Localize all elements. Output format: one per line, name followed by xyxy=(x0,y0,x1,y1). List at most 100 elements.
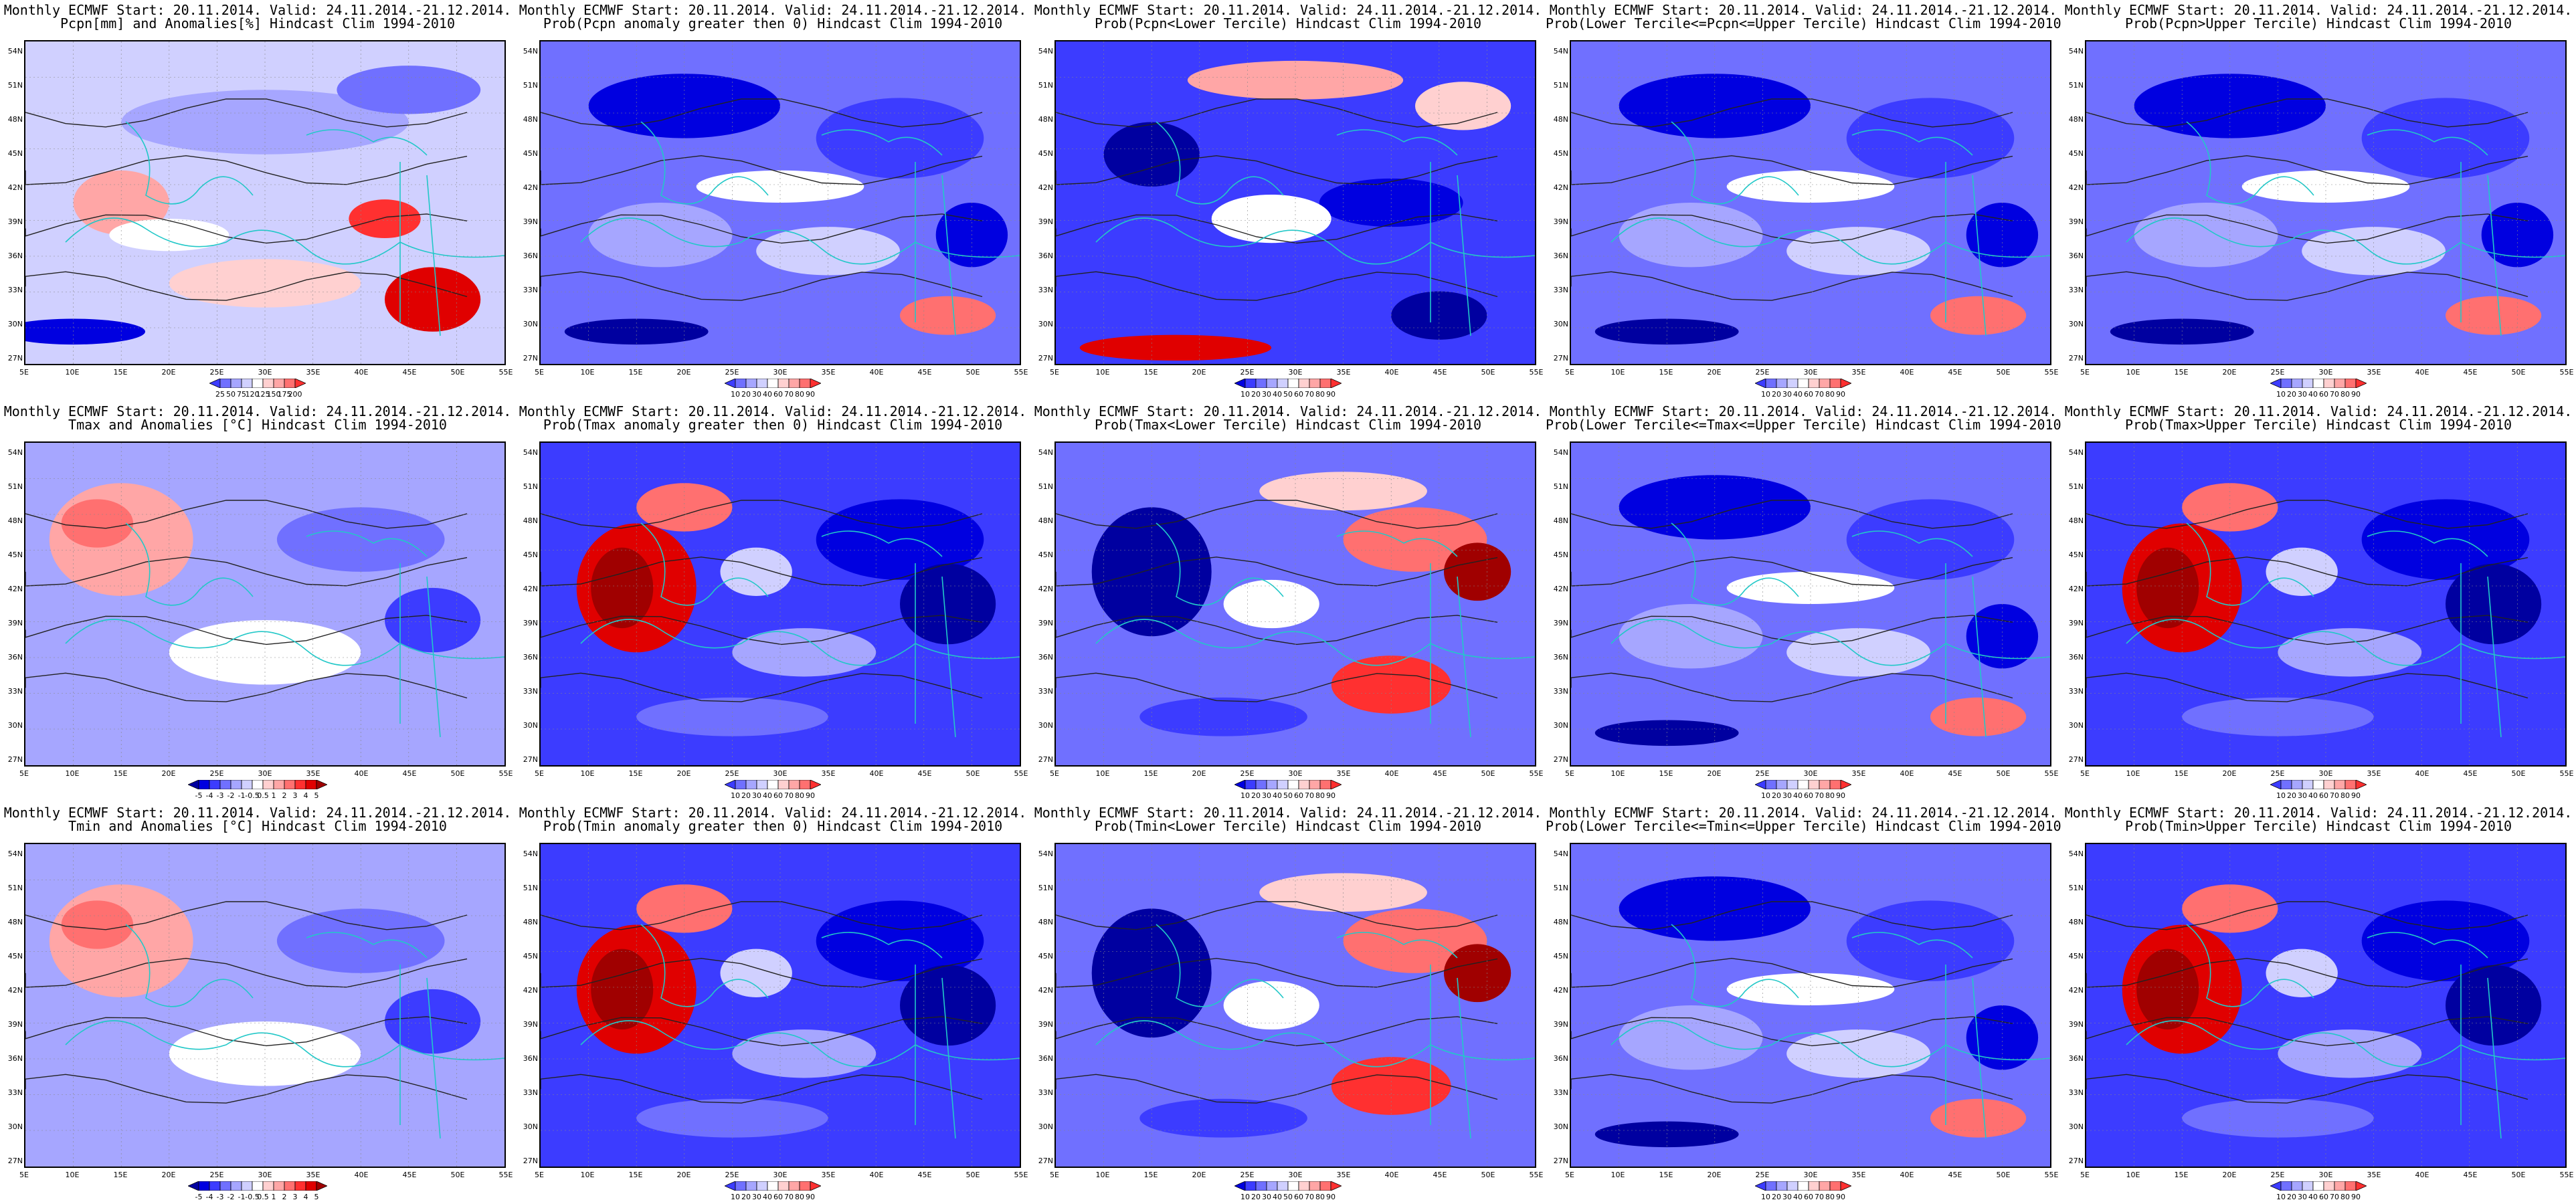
latitude-label: 36N xyxy=(7,252,23,260)
colorbar-label: 40 xyxy=(763,791,772,800)
colorbar-swatch xyxy=(1319,1181,1331,1191)
latitude-label: 33N xyxy=(1553,687,1568,696)
contour-lines xyxy=(25,98,468,301)
colorbar-swatch xyxy=(1266,1181,1278,1191)
colorbar-label: 30 xyxy=(1782,390,1792,399)
colorbar-swatch xyxy=(756,1181,768,1191)
colorbar-swatch xyxy=(2302,1181,2314,1191)
latitude-label: 36N xyxy=(523,653,538,662)
colorbar-label: 70 xyxy=(1305,1193,1314,1201)
colorbar-label: 10 xyxy=(1240,791,1250,800)
forecast-map xyxy=(2085,843,2567,1168)
colorbar-swatch xyxy=(1319,379,1331,388)
longitude-label: 20E xyxy=(1707,769,1722,778)
longitude-label: 45E xyxy=(1433,769,1447,778)
longitude-label: 25E xyxy=(725,368,739,377)
colorbar-swatch xyxy=(2291,379,2303,388)
colorbar-swatch xyxy=(294,780,306,789)
longitude-label: 20E xyxy=(676,368,691,377)
colorbar-label: 80 xyxy=(2340,1193,2350,1201)
colorbar-swatch xyxy=(1819,379,1831,388)
colorbar-swatch xyxy=(1808,379,1820,388)
colorbar-swatch xyxy=(799,780,811,789)
latitude-label: 39N xyxy=(1038,217,1053,226)
colorbar-label: 40 xyxy=(2308,1193,2318,1201)
longitude-label: 50E xyxy=(450,769,465,778)
forecast-map xyxy=(539,40,1021,365)
latitude-label: 36N xyxy=(1553,653,1568,662)
map-field xyxy=(1056,443,1535,765)
forecast-map xyxy=(1054,441,1536,767)
longitude-label: 5E xyxy=(2080,769,2090,778)
latitude-label: 42N xyxy=(7,986,23,995)
longitude-label: 30E xyxy=(258,368,272,377)
colorbar-swatch xyxy=(788,379,800,388)
colorbar-swatch xyxy=(1797,379,1809,388)
colorbar-label: -0.5 xyxy=(245,791,260,800)
latitude-label: 39N xyxy=(1553,1020,1568,1029)
latitude-label: 36N xyxy=(1038,1054,1053,1063)
colorbar xyxy=(209,379,306,388)
longitude-label: 15E xyxy=(1143,368,1158,377)
colorbar-swatch xyxy=(1287,780,1299,789)
coastlines xyxy=(2126,522,2565,738)
latitude-label: 51N xyxy=(2068,884,2084,892)
latitude-label: 39N xyxy=(523,217,538,226)
latitude-label: 30N xyxy=(7,320,23,328)
colorbar-swatch xyxy=(273,379,285,388)
longitude-label: 10E xyxy=(1611,1171,1625,1179)
latitude-label: 27N xyxy=(1553,1157,1568,1165)
longitude-label: 50E xyxy=(1996,769,2011,778)
colorbar xyxy=(2270,780,2367,789)
latitude-label: 42N xyxy=(1553,986,1568,995)
colorbar-swatch xyxy=(1786,1181,1799,1191)
colorbar-swatch xyxy=(1808,1181,1820,1191)
colorbar-swatch xyxy=(1298,379,1310,388)
graticule xyxy=(2086,443,2565,765)
colorbar-label: 120 xyxy=(245,390,260,399)
longitude-label: 45E xyxy=(917,1171,932,1179)
anomaly-region xyxy=(1619,203,1763,268)
anomaly-region xyxy=(1223,981,1319,1030)
latitude-label: 33N xyxy=(2068,687,2084,696)
colorbar-label: 2 xyxy=(282,1193,287,1201)
colorbar-swatch xyxy=(2280,780,2292,789)
colorbar-swatch xyxy=(1330,1181,1342,1191)
longitude-label: 10E xyxy=(580,1171,595,1179)
forecast-map xyxy=(1570,843,2051,1168)
longitude-label: 35E xyxy=(1336,368,1351,377)
coastlines xyxy=(1095,522,1535,738)
anomaly-region xyxy=(2446,563,2542,645)
panel-title-line1: Monthly ECMWF Start: 20.11.2014. Valid: … xyxy=(2064,403,2573,419)
longitude-label: 40E xyxy=(354,368,369,377)
colorbar-label: 90 xyxy=(1326,791,1336,800)
forecast-map xyxy=(2085,40,2567,365)
longitude-label: 5E xyxy=(2080,1171,2090,1179)
panel-title-line2: Prob(Pcpn anomaly greater then 0) Hindca… xyxy=(543,15,1003,31)
panel-title-line2: Prob(Tmin>Upper Tercile) Hindcast Clim 1… xyxy=(2125,818,2512,834)
longitude-label: 10E xyxy=(1095,1171,1110,1179)
latitude-label: 48N xyxy=(1553,516,1568,525)
latitude-label: 51N xyxy=(7,81,23,90)
colorbar-label: 50 xyxy=(226,390,236,399)
latitude-label: 54N xyxy=(2068,448,2084,457)
panel-title-line2: Prob(Tmax>Upper Tercile) Hindcast Clim 1… xyxy=(2125,417,2512,433)
latitude-label: 27N xyxy=(2068,755,2084,764)
map-field xyxy=(541,443,1020,765)
latitude-label: 30N xyxy=(523,320,538,328)
coastlines xyxy=(65,924,504,1139)
longitude-label: 25E xyxy=(1240,1171,1255,1179)
colorbar-label: 70 xyxy=(784,1193,794,1201)
forecast-map xyxy=(24,40,506,365)
panel-title-line1: Monthly ECMWF Start: 20.11.2014. Valid: … xyxy=(3,805,512,821)
colorbar-label: 40 xyxy=(2308,390,2318,399)
colorbar-swatch xyxy=(1277,379,1289,388)
contour-lines xyxy=(25,500,468,702)
map-panel: Monthly ECMWF Start: 20.11.2014. Valid: … xyxy=(1546,0,2061,401)
colorbar-swatch xyxy=(2312,780,2324,789)
anomaly-region xyxy=(1619,604,1763,669)
colorbar-swatch xyxy=(1245,780,1257,789)
colorbar-swatch xyxy=(1245,1181,1257,1191)
colorbar-label: 80 xyxy=(1825,1193,1835,1201)
coastlines xyxy=(65,522,504,738)
